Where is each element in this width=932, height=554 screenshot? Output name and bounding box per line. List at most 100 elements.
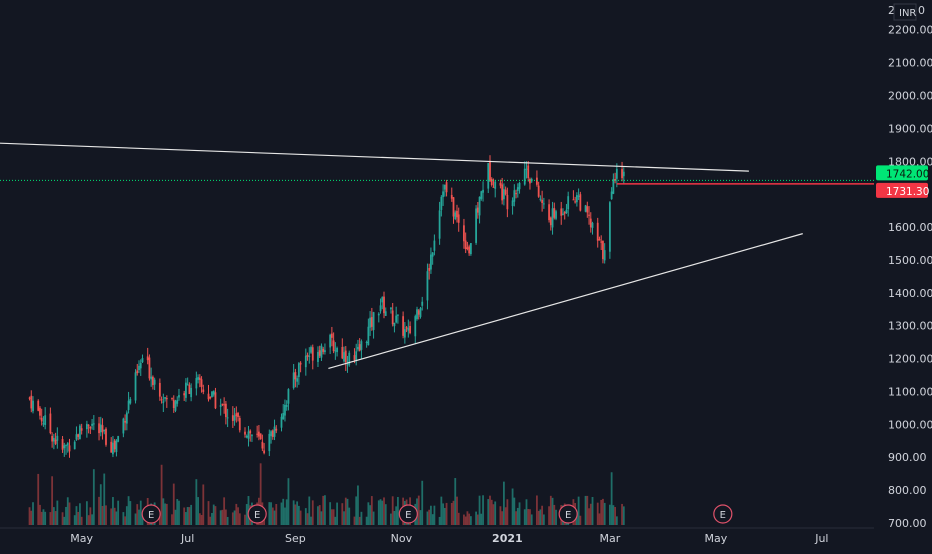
volume-bar [297, 505, 300, 525]
candle-body [221, 403, 224, 405]
drawings[interactable] [0, 142, 874, 370]
candle-body [311, 347, 314, 361]
volume-bar [466, 511, 469, 525]
candle-body [49, 413, 52, 434]
volume-bar [185, 512, 187, 525]
resistance-trendline[interactable] [0, 142, 749, 172]
time-tick-label: May [705, 532, 728, 545]
candle-body [395, 315, 398, 323]
currency-label: INR [899, 8, 916, 19]
last-price-badge[interactable] [876, 165, 928, 181]
candle-body [456, 210, 458, 218]
candle-body [414, 316, 417, 337]
last-price-label: 1742.00 [886, 168, 929, 180]
candle-body [536, 177, 538, 185]
candle-body [174, 401, 177, 411]
volume-bar [198, 513, 201, 525]
volume-bar [549, 495, 552, 525]
candle-body [40, 417, 43, 422]
candle-body [153, 379, 156, 385]
candle-body [390, 307, 392, 310]
volume-bar [614, 506, 617, 525]
candle-body [348, 352, 351, 365]
earnings-marker-icon[interactable] [558, 504, 578, 524]
support-trendline[interactable] [328, 233, 803, 370]
volume-bar [294, 504, 297, 525]
candle-body [370, 317, 373, 327]
volume-bar [341, 503, 344, 525]
volume-bar [214, 506, 217, 525]
volume-bar [621, 503, 623, 525]
candle-body [245, 435, 248, 438]
candle-body [235, 413, 238, 417]
candle-body [198, 377, 201, 380]
currency-box[interactable] [893, 3, 917, 21]
volume-bar [75, 506, 78, 525]
volume-bar [329, 502, 332, 525]
candle-body [612, 178, 615, 194]
volume-bar [101, 505, 104, 525]
earnings-marker-icon[interactable] [398, 504, 418, 524]
candle-body [141, 358, 144, 363]
earnings-marker-icon[interactable] [247, 504, 267, 524]
candle-body [287, 389, 290, 404]
candle-body [622, 171, 625, 177]
volume-bar [212, 504, 215, 525]
level-price-badge[interactable] [876, 182, 928, 198]
volume-bar [237, 507, 239, 525]
volume-bar [480, 513, 483, 525]
candle-body [419, 308, 422, 317]
volume-bar [377, 500, 380, 525]
candle-body [188, 384, 191, 395]
volume-bar [456, 496, 458, 525]
earnings-marker-icon[interactable] [713, 504, 733, 524]
time-axis[interactable]: May Jul Sep Nov 2021 Mar May Jul [0, 527, 932, 550]
volume-bar [311, 500, 314, 525]
candle-body [261, 441, 264, 449]
candle-body [324, 350, 326, 353]
candle-body [516, 187, 519, 191]
volume-bar [171, 514, 173, 525]
candle-body [565, 209, 568, 213]
price-axis-background [874, 0, 932, 550]
candle-body [416, 309, 418, 319]
candle-body [450, 194, 453, 199]
volume-bar [285, 499, 288, 525]
volume-bar [77, 511, 80, 525]
candle-body [190, 387, 193, 398]
price-axis[interactable]: 2200.00 2100.00 2000.00 1900.00 1800.00 1600.… [874, 0, 932, 550]
volume-bar [596, 502, 599, 525]
candle-body [30, 395, 33, 409]
volume-bar [612, 505, 615, 525]
candle-body [596, 222, 599, 241]
volume-bar [588, 508, 590, 525]
volume-bar [489, 495, 491, 525]
candle-body [251, 435, 253, 437]
volume-bar [99, 484, 102, 525]
candle-body [334, 350, 337, 352]
candle-body [355, 351, 358, 361]
candle-body [341, 347, 344, 359]
candle-body [504, 189, 507, 195]
candle-body [426, 271, 429, 301]
candle-body [299, 362, 302, 365]
candle-body [549, 217, 552, 226]
volume-bar [174, 509, 177, 525]
candle-body [542, 203, 545, 205]
candle-body [365, 341, 368, 344]
candle-body [202, 389, 205, 392]
candle-body [539, 198, 542, 200]
candle-body [183, 393, 186, 396]
candle-body [310, 347, 312, 353]
volume-bar [579, 515, 582, 525]
volume-bar [165, 503, 168, 525]
earnings-marker-icon[interactable] [141, 504, 161, 524]
volume-bar [318, 505, 321, 525]
candle-body [152, 376, 154, 386]
candle-body [92, 423, 95, 425]
candle-body [294, 372, 297, 380]
candle-body [178, 395, 180, 398]
